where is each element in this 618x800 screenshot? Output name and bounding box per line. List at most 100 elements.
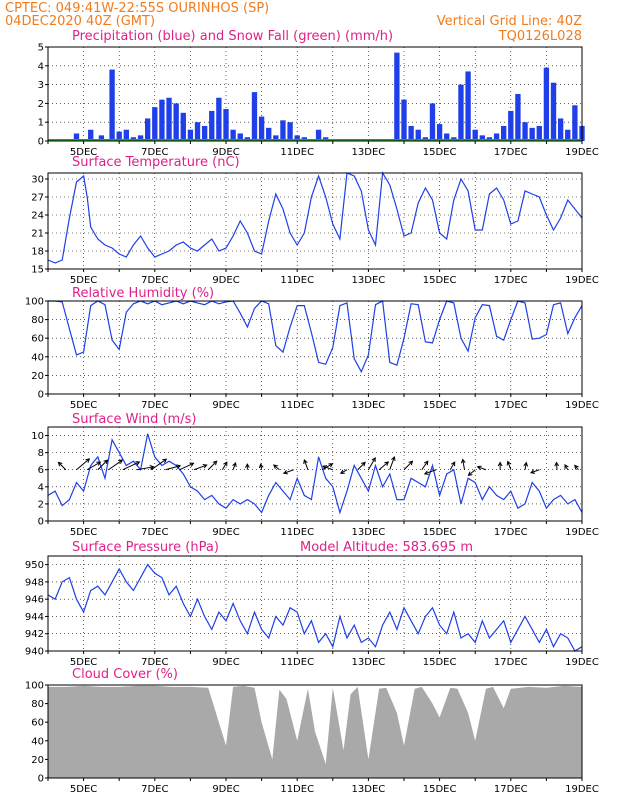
pressure-x-tick-label: 11DEC [280,657,314,668]
temperature-x-tick-label: 17DEC [494,275,528,286]
precip-bar [123,129,129,141]
temperature-x-tick-label: 13DEC [352,275,386,286]
temperature-x-tick-label: 19DEC [565,275,599,286]
precip-frame [47,46,583,142]
precip-bar [408,125,414,141]
humidity-y-tick-label: 40 [31,352,44,363]
wind-arrow [122,461,140,471]
wind-arrow [136,466,154,471]
precip-bar [536,125,542,141]
wind-y-tick-label: 8 [38,448,44,459]
cloud-y-tick-label: 0 [38,774,44,785]
precip-x-tick-label: 7DEC [141,147,168,158]
wind-arrow-head [176,464,182,469]
wind-arrow-head [467,471,473,477]
precip-bar [572,105,578,141]
temperature-y-tick-label: 27 [31,193,44,204]
wind-arrow-head [103,459,109,465]
wind-arrow [222,461,228,470]
precip-bar [194,122,201,141]
temperature-x-tick-label: 9DEC [212,275,239,286]
humidity-y-tick-label: 60 [31,334,44,345]
precip-bar [522,122,528,141]
precip-y-tick-label: 0 [38,137,44,148]
pressure-x-tick-label: 9DEC [212,657,239,668]
humidity-x-tick-label: 5DEC [70,400,97,411]
precip-bar [508,110,514,141]
pressure-x-tick-label: 5DEC [70,657,97,668]
wind-arrow-head [391,455,396,461]
wind-arrow-head [523,461,529,467]
precip-bar [230,129,236,141]
wind-x-tick-label: 15DEC [423,527,457,538]
precip-x-tick-label: 19DEC [565,147,599,158]
precip-bar [543,67,550,141]
precip-bar [109,69,115,141]
cloud-cover-title: Cloud Cover (%) [72,667,178,682]
header-model-code: TQ0126L028 [498,29,582,44]
precip-bar [73,133,80,141]
cloud-x-tick-label: 9DEC [212,784,239,795]
temperature-y-tick-label: 21 [31,229,44,240]
precip-bar [429,103,436,141]
precip-bar [394,52,400,141]
precip-bar [287,122,293,141]
pressure-y-tick-label: 944 [25,612,44,623]
wind-arrow-head [423,470,429,475]
precip-bar [436,124,443,141]
wind-arrow [340,469,348,474]
wind-arrow-head [497,461,503,467]
wind-y-tick-label: 4 [38,482,44,493]
wind-arrow [207,460,218,471]
cloud-cover-area [48,685,582,778]
wind-arrow [303,459,309,470]
temperature-x-tick-label: 7DEC [141,275,168,286]
precip-bar [258,116,265,141]
wind-y-tick-label: 0 [38,517,44,528]
precip-bar [472,129,478,141]
wind-arrow-head [564,463,569,469]
humidity-y-tick-label: 0 [38,390,44,401]
wind-arrow-head [135,461,141,466]
wind-arrow-head [189,462,195,467]
precip-bar [294,135,300,141]
cloud-y-tick-label: 80 [31,699,44,710]
wind-title: Surface Wind (m/s) [72,412,196,427]
humidity-x-tick-label: 19DEC [565,400,599,411]
pressure-x-tick-label: 19DEC [565,657,599,668]
wind-arrow-head [118,459,124,464]
header-location: CPTEC: 049:41W-22:55S OURINHOS (SP) [5,1,269,16]
humidity-x-tick-label: 7DEC [141,400,168,411]
cloud-x-tick-label: 17DEC [494,784,528,795]
wind-arrow [108,459,123,471]
wind-x-tick-label: 17DEC [494,527,528,538]
wind-y-tick-label: 10 [31,431,44,442]
wind-arrow-head [371,457,376,462]
wind-arrow [507,461,512,470]
wind-arrow-head [423,460,429,466]
wind-arrow-head [476,465,482,471]
precip-bar [501,125,507,141]
humidity-x-tick-label: 17DEC [494,400,528,411]
wind-arrow-head [232,461,237,467]
wind-x-tick-label: 5DEC [70,527,97,538]
precip-bar [550,82,557,141]
precip-bar [479,135,485,141]
precip-x-tick-label: 17DEC [494,147,528,158]
precip-x-tick-label: 15DEC [423,147,457,158]
pressure-y-tick-label: 942 [25,629,44,640]
temperature-y-tick-label: 24 [31,211,44,222]
wind-arrow-head [258,463,264,469]
panel-group: 0 1 2 3 4 5 5DEC 7DEC 9DEC 11DEC 13DEC 15DEC 17DEC 19… [25,43,599,796]
wind-x-tick-label: 11DEC [280,527,314,538]
precip-bar [180,112,186,141]
wind-arrow [165,465,181,471]
wind-arrow [424,469,437,475]
precip-bar [415,129,421,141]
wind-arrow-head [162,458,168,463]
wind-arrow [367,457,376,470]
wind-x-tick-label: 7DEC [141,527,168,538]
wind-frame [47,426,583,522]
precip-y-tick-label: 4 [38,61,44,72]
wind-arrow [477,466,487,471]
